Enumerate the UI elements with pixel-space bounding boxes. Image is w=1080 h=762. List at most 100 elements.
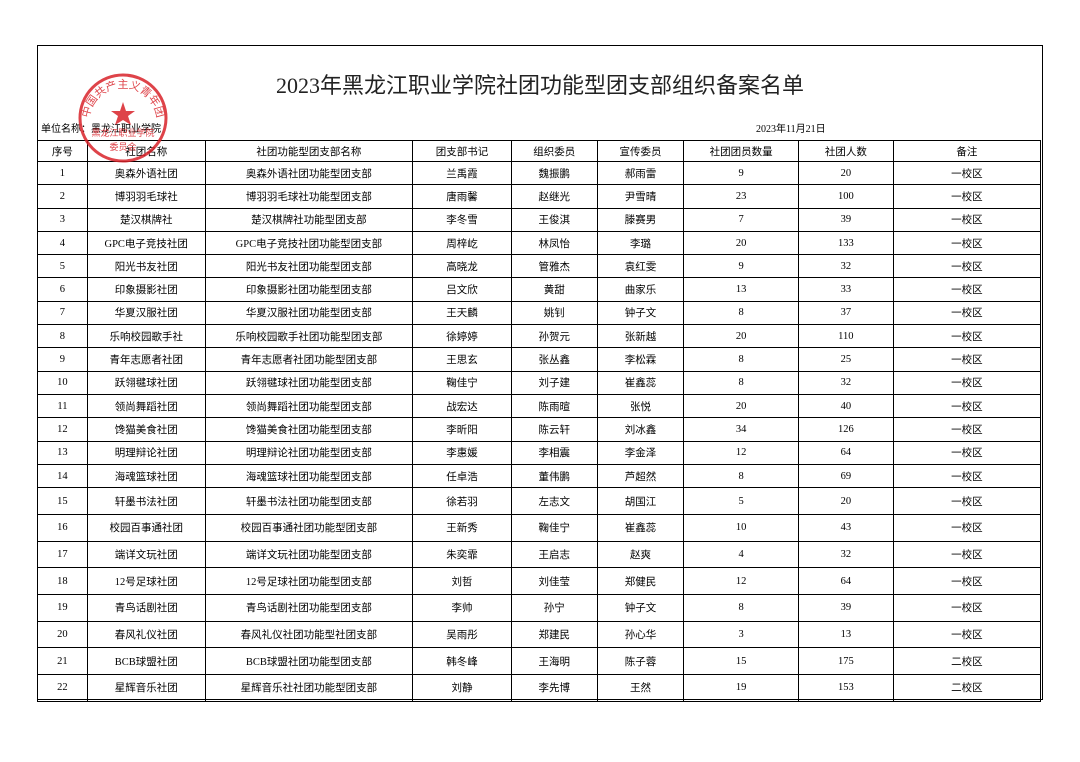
table-cell: 奥森外语社团功能型团支部 <box>204 160 414 186</box>
table-cell: 郝雨雷 <box>596 160 685 186</box>
table-cell: 6 <box>37 277 88 302</box>
table-row: 9 青年志愿者社团 青年志愿者社团功能型团支部 王思玄 张丛鑫 李松霖 8 25 一校区 <box>37 347 1042 372</box>
table-cell: 3 <box>37 207 88 232</box>
table-cell: 12 <box>683 567 800 595</box>
table-cell: 博羽羽毛球社功能型团支部 <box>204 184 414 209</box>
table-cell: 跃翎毽球社团 <box>86 370 206 395</box>
table-cell: 一校区 <box>892 254 1042 279</box>
table-cell: 楚汉棋牌社功能型团支部 <box>204 207 414 232</box>
table-row: 7 华夏汉服社团 华夏汉服社团功能型团支部 王天麟 姚钊 钟子文 8 37 一校区 <box>37 300 1042 326</box>
table-cell: 张悦 <box>596 393 685 419</box>
table-cell: GPC电子竞技社团功能型团支部 <box>204 230 414 256</box>
table-row: 4 GPC电子竞技社团 GPC电子竞技社团功能型团支部 周梓屹 林凤怡 李璐 20 133 一校… <box>37 230 1042 256</box>
table-cell: 李金泽 <box>596 440 685 465</box>
table-cell: 13 <box>37 440 88 465</box>
table-cell: 一校区 <box>892 393 1042 419</box>
table-cell: 一校区 <box>892 300 1042 326</box>
table-cell: 馋猫美食社团 <box>86 417 206 442</box>
table-cell: 王俊淇 <box>510 207 598 232</box>
table-cell: 20 <box>683 324 800 349</box>
table-cell: 校园百事通社团功能型团支部 <box>204 513 414 542</box>
column-header: 团支部书记 <box>412 140 512 162</box>
table-cell: 刘哲 <box>412 567 512 595</box>
table-row: 17 端详文玩社团 端详文玩社团功能型团支部 朱奕霏 王启志 赵爽 4 32 一校区 <box>37 540 1042 569</box>
table-cell: 100 <box>798 184 894 209</box>
table-cell: 姚钊 <box>510 300 598 326</box>
table-cell: 25 <box>798 347 894 372</box>
table-cell: 110 <box>798 324 894 349</box>
table-cell: 一校区 <box>892 620 1042 649</box>
table-cell: 青鸟话剧社团功能型团支部 <box>204 593 414 622</box>
column-header: 组织委员 <box>510 140 598 162</box>
table-cell: 69 <box>798 463 894 489</box>
table-cell: 10 <box>37 370 88 395</box>
table-cell: 64 <box>798 440 894 465</box>
table-cell: 李相震 <box>510 440 598 465</box>
table-cell: 43 <box>798 513 894 542</box>
seal-star <box>111 102 135 125</box>
table-cell: 陈云轩 <box>510 417 598 442</box>
table-cell: 一校区 <box>892 513 1042 542</box>
table-cell: 12号足球社团 <box>86 567 206 595</box>
table-cell: 175 <box>798 647 894 675</box>
seal: 中国共产主义青年团 黑龙江职业学院 委员会 <box>78 73 168 163</box>
table-row: 16 校园百事通社团 校园百事通社团功能型团支部 王新秀 鞠佳宁 崔鑫蕊 10 43 一校区 <box>37 513 1042 542</box>
table-cell: 李冬雪 <box>412 207 512 232</box>
table-cell: 1 <box>37 160 88 186</box>
seal-center-text: 黑龙江职业学院 <box>91 127 154 138</box>
unit-name: 单位名称：黑龙江职业学院 <box>41 124 161 135</box>
table-cell: 高晓龙 <box>412 254 512 279</box>
table-row: 14 海魂篮球社团 海魂篮球社团功能型团支部 任卓浩 董伟鹏 芦超然 8 69 一校区 <box>37 463 1042 489</box>
table-row: 22 星辉音乐社团 星辉音乐社社团功能型团支部 刘静 李先博 王然 19 153 二校区 <box>37 673 1042 702</box>
table-cell: 2 <box>37 184 88 209</box>
table-row: 10 跃翎毽球社团 跃翎毽球社团功能型团支部 鞠佳宁 刘子建 崔鑫蕊 8 32 一校区 <box>37 370 1042 395</box>
table-cell: 钟子文 <box>596 300 685 326</box>
table-cell: 20 <box>683 393 800 419</box>
table-cell: 20 <box>798 487 894 515</box>
table-cell: 李松霖 <box>596 347 685 372</box>
table-cell: 8 <box>683 370 800 395</box>
table-cell: 华夏汉服社团 <box>86 300 206 326</box>
table-row: 11 领尚舞蹈社团 领尚舞蹈社团功能型团支部 战宏达 陈雨暄 张悦 20 40 一校区 <box>37 393 1042 419</box>
table-cell: 一校区 <box>892 324 1042 349</box>
table-cell: 一校区 <box>892 463 1042 489</box>
table-row: 21 BCB球盟社团 BCB球盟社团功能型团支部 韩冬峰 王海明 陈子蓉 15 175 二校区 <box>37 647 1042 675</box>
table-cell: 12 <box>683 440 800 465</box>
table-cell: 李惠媛 <box>412 440 512 465</box>
table-cell: 尹雪晴 <box>596 184 685 209</box>
table-cell: 22 <box>37 673 88 702</box>
table-cell: 周梓屹 <box>412 230 512 256</box>
table-cell: 李先博 <box>510 673 598 702</box>
table-cell: 唐雨馨 <box>412 184 512 209</box>
table-cell: 林凤怡 <box>510 230 598 256</box>
table-cell: 18 <box>37 567 88 595</box>
date: 2023年11月21日 <box>756 124 826 135</box>
table-cell: 19 <box>683 673 800 702</box>
table-cell: 孙心华 <box>596 620 685 649</box>
table-cell: 华夏汉服社团功能型团支部 <box>204 300 414 326</box>
table-cell: 跃翎毽球社团功能型团支部 <box>204 370 414 395</box>
table-cell: 兰禹霞 <box>412 160 512 186</box>
table-row: 12 馋猫美食社团 馋猫美食社团功能型团支部 李昕阳 陈云轩 刘冰鑫 34 126 一校区 <box>37 417 1042 442</box>
table-cell: 青年志愿者社团 <box>86 347 206 372</box>
table-row: 19 青鸟话剧社团 青鸟话剧社团功能型团支部 李帅 孙宁 钟子文 8 39 一校区 <box>37 593 1042 622</box>
table-cell: 12号足球社团功能型团支部 <box>204 567 414 595</box>
seal-bottom-text: 委员会 <box>109 141 136 152</box>
table-cell: 徐婷婷 <box>412 324 512 349</box>
table-cell: 一校区 <box>892 184 1042 209</box>
table-cell: 楚汉棋牌社 <box>86 207 206 232</box>
table-row: 6 印象摄影社团 印象摄影社团功能型团支部 吕文欣 黄甜 曲家乐 13 33 一校区 <box>37 277 1042 302</box>
table-cell: 7 <box>37 300 88 326</box>
column-header: 社团团员数量 <box>683 140 800 162</box>
table-cell: 一校区 <box>892 370 1042 395</box>
table-cell: 郑建民 <box>510 620 598 649</box>
table-cell: 14 <box>37 463 88 489</box>
table-cell: 20 <box>37 620 88 649</box>
table-cell: 153 <box>798 673 894 702</box>
table-cell: 一校区 <box>892 417 1042 442</box>
table-cell: 徐若羽 <box>412 487 512 515</box>
table-cell: 春风礼仪社团功能型社团支部 <box>204 620 414 649</box>
table-row: 18 12号足球社团 12号足球社团功能型团支部 刘哲 刘佳莹 郑健民 12 64 一校区 <box>37 567 1042 595</box>
table-cell: 博羽羽毛球社 <box>86 184 206 209</box>
